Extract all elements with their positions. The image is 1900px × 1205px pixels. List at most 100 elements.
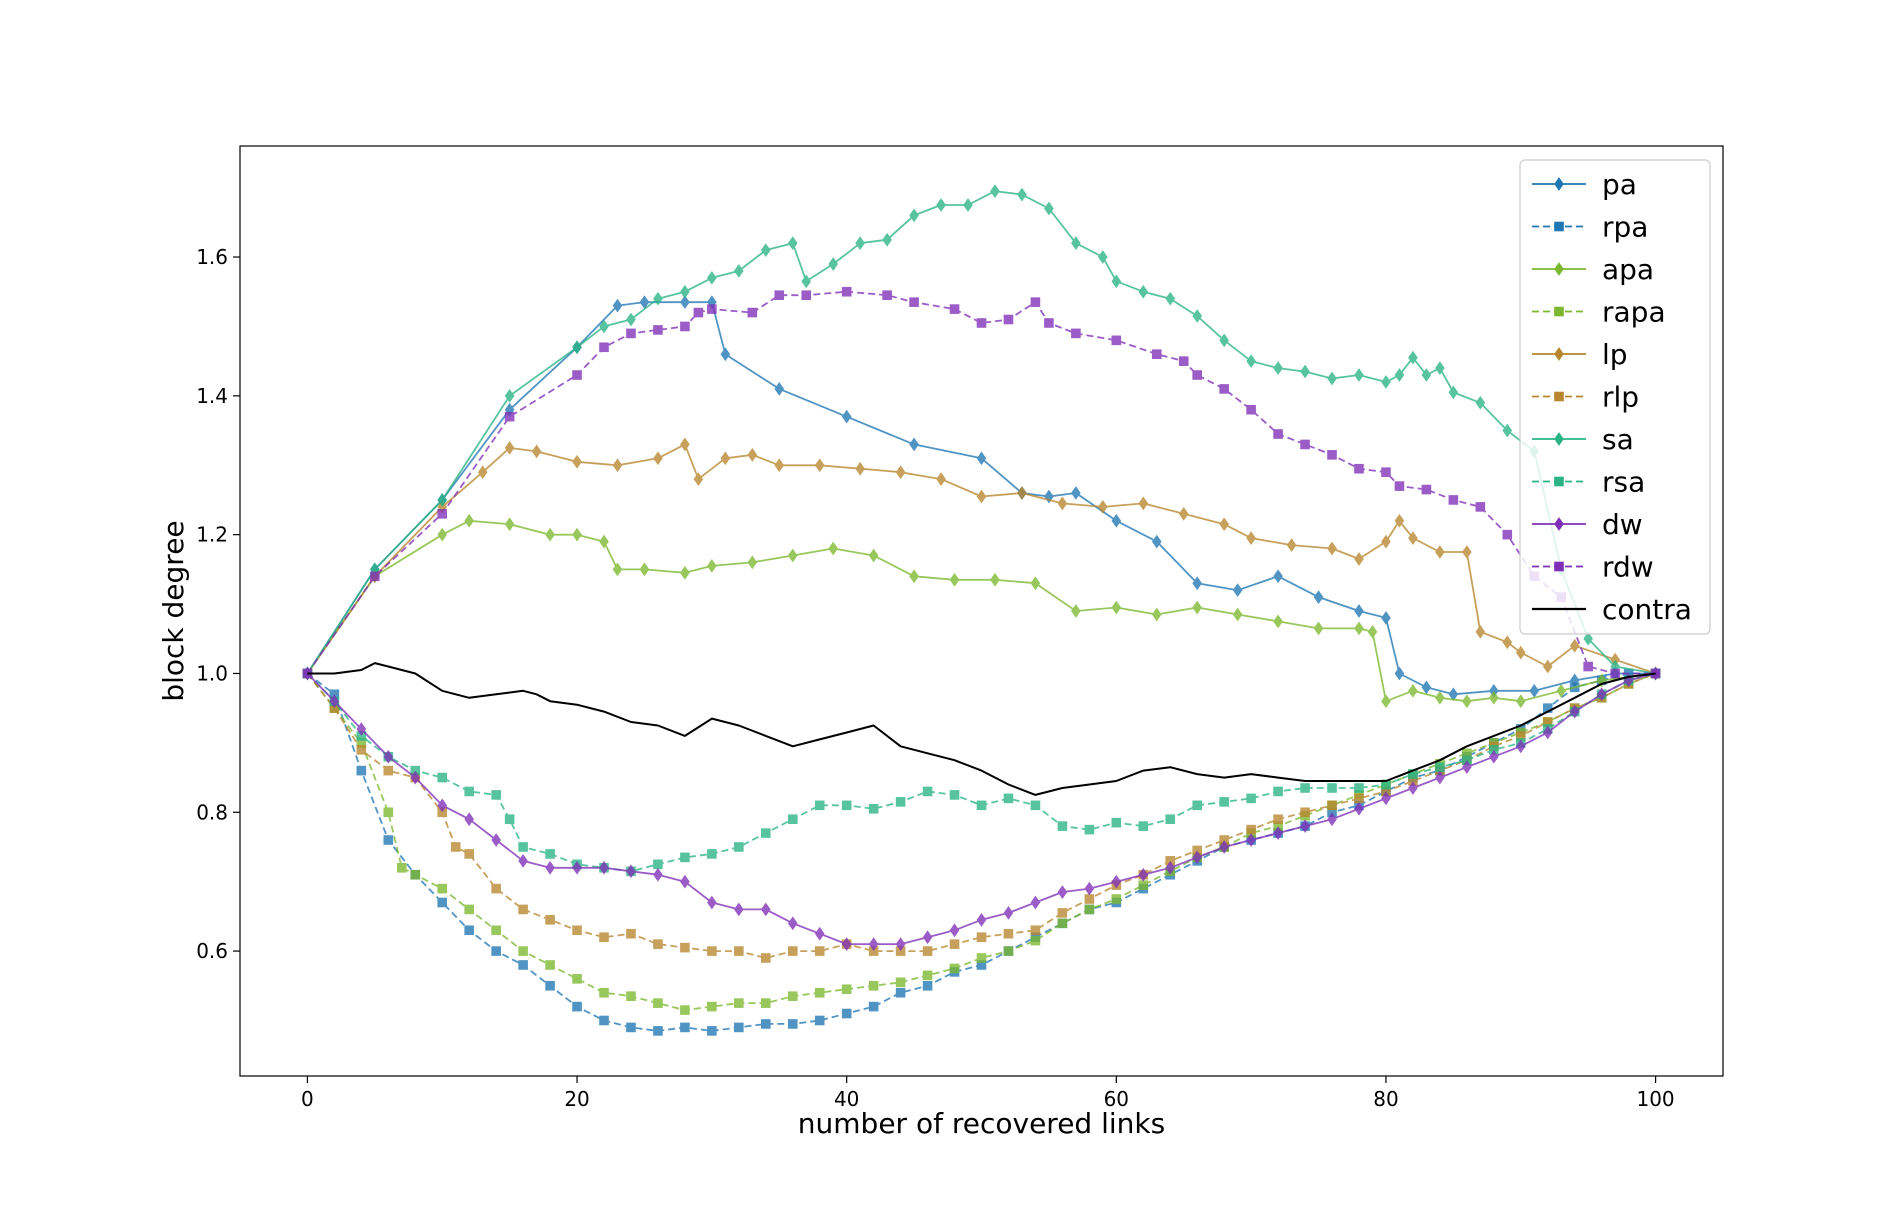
data-point-rsa <box>1192 800 1203 811</box>
data-point-rpa <box>383 835 394 845</box>
data-point-dw <box>922 930 933 945</box>
data-point-rpa <box>572 1001 582 1012</box>
legend-box <box>1519 159 1711 635</box>
data-point-rapa <box>1030 935 1041 946</box>
data-point-apa <box>1071 604 1081 618</box>
y-tick-label: 1.6 <box>196 245 228 269</box>
y-tick-label: 1.4 <box>196 384 228 408</box>
data-point-rsa <box>868 803 879 814</box>
data-point-rpa <box>976 960 987 970</box>
data-point-rapa <box>518 946 528 956</box>
data-point-pa <box>774 382 785 396</box>
data-point-rlp <box>787 946 798 956</box>
data-point-rlp <box>572 925 582 936</box>
data-point-rsa <box>1111 817 1122 828</box>
data-point-rsa <box>1462 755 1472 766</box>
data-point-dw <box>1408 781 1418 795</box>
data-point-dw <box>680 874 690 889</box>
data-point-sa <box>599 319 609 334</box>
data-point-rapa <box>1138 880 1149 890</box>
data-point-rapa <box>491 925 501 936</box>
data-point-rlp <box>437 807 448 818</box>
data-point-rdw <box>1071 328 1081 339</box>
data-point-rlp <box>868 946 879 956</box>
data-point-rdw <box>1448 495 1459 505</box>
data-point-dw <box>814 926 825 941</box>
data-point-sa <box>828 257 839 271</box>
legend-marker-rapa <box>1554 306 1564 317</box>
data-point-sa <box>855 236 865 251</box>
data-point-lp <box>976 489 987 504</box>
data-point-rsa <box>922 786 933 797</box>
data-point-lp <box>1515 645 1526 660</box>
data-point-apa <box>1381 694 1391 709</box>
legend-label-rsa: rsa <box>1602 466 1645 499</box>
x-tick-label: 100 <box>1636 1087 1674 1111</box>
data-point-apa <box>707 559 717 573</box>
data-point-apa <box>1030 576 1041 591</box>
data-point-rapa <box>410 869 421 880</box>
data-point-rsa <box>1138 821 1149 831</box>
data-point-rapa <box>599 987 609 998</box>
data-point-rsa <box>1354 783 1364 793</box>
data-point-rlp <box>680 942 690 953</box>
legend-marker-dw <box>1554 517 1564 531</box>
x-tick-label: 40 <box>834 1087 859 1111</box>
data-point-rsa <box>1489 745 1499 755</box>
data-point-lp <box>1394 513 1405 528</box>
data-point-pa <box>1394 666 1405 681</box>
data-point-dw <box>1273 826 1283 840</box>
data-point-rlp <box>949 939 960 949</box>
data-point-dw <box>491 833 501 847</box>
data-point-rpa <box>895 987 906 998</box>
data-point-rpa <box>653 1026 663 1036</box>
data-point-rlp <box>1084 894 1095 904</box>
data-point-pa <box>1313 590 1324 604</box>
data-point-lp <box>1219 517 1229 532</box>
data-point-lp <box>1138 496 1149 511</box>
data-point-rapa <box>841 984 852 995</box>
data-point-rlp <box>922 946 933 956</box>
data-point-rdw <box>1475 502 1486 512</box>
data-point-rsa <box>1084 824 1095 835</box>
data-point-lp <box>1246 531 1256 545</box>
data-point-pa <box>841 409 852 424</box>
data-point-dw <box>545 860 555 875</box>
data-point-apa <box>680 565 690 580</box>
legend-label-apa: apa <box>1602 253 1654 286</box>
data-point-apa <box>1313 621 1324 636</box>
series-line-rsa <box>306 672 1656 873</box>
data-point-rdw <box>626 328 636 339</box>
data-point-sa <box>680 284 690 299</box>
data-point-dw <box>1488 749 1499 764</box>
y-tick-label: 0.6 <box>196 939 228 963</box>
data-point-dw <box>1354 801 1364 816</box>
data-point-rlp <box>518 904 528 915</box>
data-point-rdw <box>976 318 987 328</box>
data-point-pa <box>1111 513 1122 528</box>
plot-frame <box>239 145 1724 1077</box>
data-point-sa <box>1138 284 1149 299</box>
data-point-rapa <box>868 980 879 991</box>
data-point-rsa <box>680 852 690 863</box>
data-point-dw <box>383 749 394 764</box>
data-point-apa <box>747 555 758 570</box>
data-point-rlp <box>450 842 461 852</box>
data-point-lp <box>895 465 906 480</box>
data-point-apa <box>545 527 555 542</box>
data-point-rpa <box>680 1022 690 1033</box>
series-line-apa <box>306 519 1656 703</box>
data-point-rdw <box>1327 450 1337 460</box>
data-point-lp <box>1178 506 1189 521</box>
data-point-dw <box>1542 725 1553 740</box>
data-point-rlp <box>383 765 394 776</box>
legend-label-rpa: rpa <box>1602 211 1648 244</box>
data-point-rpa <box>760 1019 771 1029</box>
data-point-sa <box>1273 361 1283 375</box>
data-point-rapa <box>787 991 798 1001</box>
data-point-sa <box>963 198 973 212</box>
data-point-lp <box>1098 500 1108 514</box>
data-point-apa <box>1273 614 1283 629</box>
legend: pa rpa apa rapa lp rlp sa rsa dw rdw contra <box>1519 159 1711 635</box>
